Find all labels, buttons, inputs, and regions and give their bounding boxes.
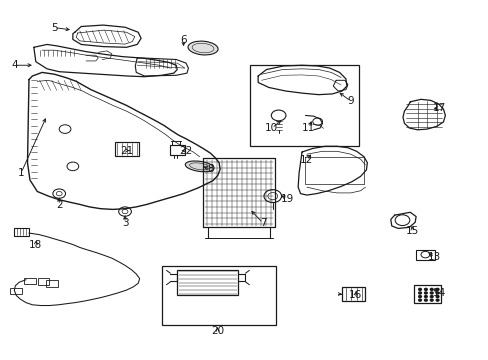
Circle shape [424,296,427,298]
Bar [46,280,58,287]
Text: 3: 3 [122,218,128,228]
Bar [115,142,139,156]
Bar [170,145,184,155]
Text: 2: 2 [56,200,62,210]
Text: 6: 6 [180,35,186,45]
Text: 12: 12 [300,155,313,165]
Text: 21: 21 [120,145,133,156]
Bar [177,270,238,296]
Circle shape [435,288,438,291]
Circle shape [429,296,432,298]
Bar [413,285,440,303]
Text: 11: 11 [302,123,315,133]
Ellipse shape [185,161,214,172]
Text: 13: 13 [427,252,440,262]
Ellipse shape [188,41,218,55]
Circle shape [424,292,427,294]
Bar [10,288,22,294]
Text: 8: 8 [206,164,213,174]
Bar [24,278,36,284]
Circle shape [424,288,427,291]
Bar [161,266,276,325]
Circle shape [418,288,421,291]
Bar [250,65,358,146]
Text: 22: 22 [179,145,192,156]
Circle shape [429,299,432,301]
Bar [14,228,29,235]
Circle shape [424,299,427,301]
Text: 9: 9 [347,96,353,106]
Text: 17: 17 [432,103,445,113]
Text: 15: 15 [405,226,419,236]
Text: 5: 5 [51,23,58,33]
Text: 14: 14 [432,288,445,298]
Circle shape [418,299,421,301]
Bar [341,287,365,301]
Bar [415,249,434,260]
Text: 18: 18 [29,239,42,249]
Text: 1: 1 [18,168,24,178]
Circle shape [429,292,432,294]
Text: 7: 7 [259,218,266,228]
Circle shape [435,296,438,298]
Text: 16: 16 [348,290,362,300]
Circle shape [418,292,421,294]
Bar [38,278,49,285]
Circle shape [435,299,438,301]
Text: 20: 20 [211,326,224,336]
Circle shape [418,296,421,298]
Circle shape [435,292,438,294]
Text: 4: 4 [11,60,18,70]
Text: 19: 19 [280,194,293,204]
Text: 10: 10 [264,123,278,133]
Circle shape [429,288,432,291]
